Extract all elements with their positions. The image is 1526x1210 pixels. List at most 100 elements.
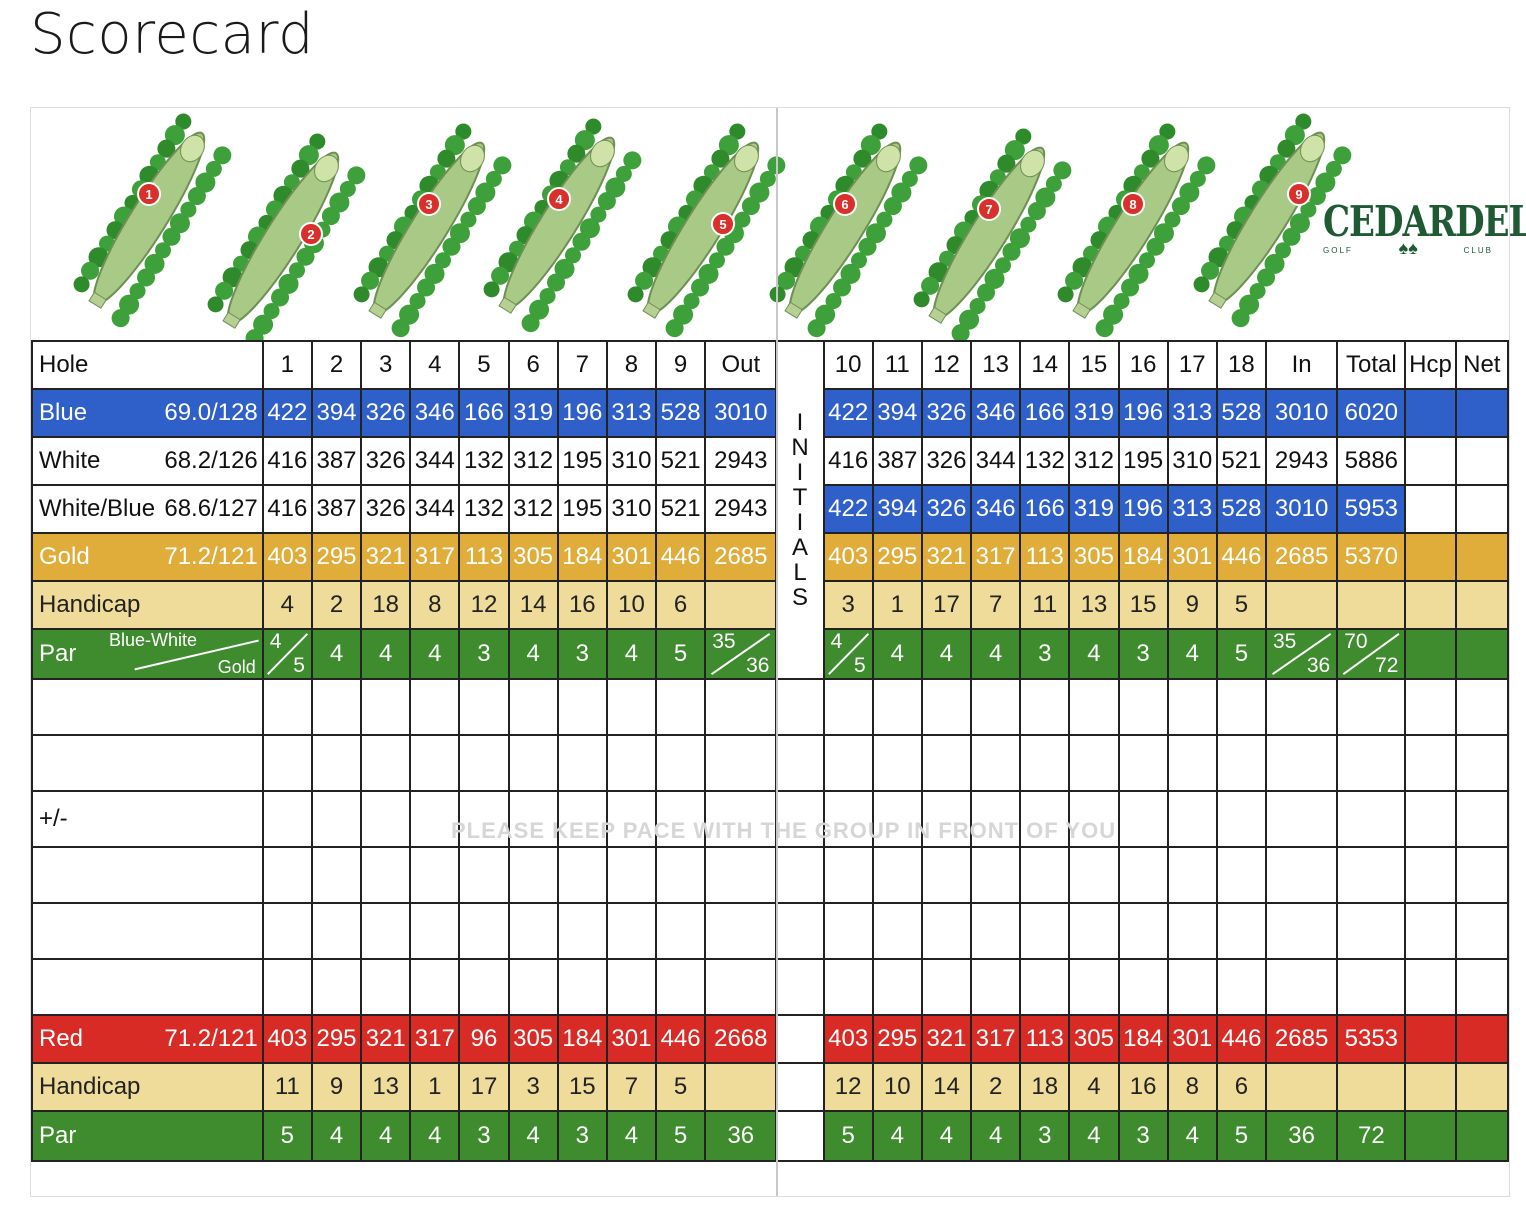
score-cell[interactable]: [871, 790, 923, 848]
score-cell[interactable]: [458, 734, 510, 792]
score-cell[interactable]: [655, 846, 707, 904]
score-cell[interactable]: [1404, 790, 1457, 848]
score-cell[interactable]: [1019, 678, 1071, 736]
score-cell[interactable]: [409, 958, 461, 1016]
score-cell[interactable]: [360, 846, 412, 904]
score-cell[interactable]: [1215, 846, 1267, 904]
score-cell[interactable]: [1019, 790, 1071, 848]
score-cell[interactable]: [655, 734, 707, 792]
score-cell[interactable]: [310, 678, 363, 736]
score-cell[interactable]: [1117, 902, 1169, 960]
score-cell[interactable]: [310, 790, 363, 848]
score-cell[interactable]: [1019, 734, 1071, 792]
initials-cell[interactable]: [775, 790, 825, 848]
score-cell[interactable]: [970, 958, 1022, 1016]
score-cell[interactable]: [261, 734, 313, 792]
score-cell[interactable]: [871, 846, 923, 904]
player-name-cell[interactable]: [31, 902, 264, 960]
score-cell[interactable]: [871, 734, 923, 792]
score-cell[interactable]: [822, 678, 874, 736]
score-cell[interactable]: [605, 678, 658, 736]
score-cell[interactable]: [970, 902, 1022, 960]
score-cell[interactable]: [310, 958, 363, 1016]
score-cell[interactable]: [458, 902, 510, 960]
score-cell[interactable]: [409, 902, 461, 960]
score-cell[interactable]: [655, 790, 707, 848]
score-cell[interactable]: [1019, 846, 1071, 904]
score-cell[interactable]: [1454, 958, 1510, 1016]
score-cell[interactable]: [360, 678, 412, 736]
score-cell[interactable]: [1336, 678, 1407, 736]
score-cell[interactable]: [1166, 734, 1218, 792]
score-cell[interactable]: [920, 790, 973, 848]
score-cell[interactable]: [1454, 734, 1510, 792]
score-cell[interactable]: [822, 790, 874, 848]
score-cell[interactable]: [1454, 846, 1510, 904]
score-cell[interactable]: [704, 734, 778, 792]
score-cell[interactable]: [822, 902, 874, 960]
score-cell[interactable]: [1264, 734, 1339, 792]
score-cell[interactable]: [1117, 678, 1169, 736]
score-cell[interactable]: [261, 678, 313, 736]
player-name-cell[interactable]: [31, 678, 264, 736]
score-cell[interactable]: [970, 734, 1022, 792]
score-cell[interactable]: [1068, 846, 1120, 904]
score-cell[interactable]: [1264, 678, 1339, 736]
score-cell[interactable]: [1166, 678, 1218, 736]
score-cell[interactable]: [1264, 790, 1339, 848]
initials-cell[interactable]: [775, 678, 825, 736]
score-cell[interactable]: [310, 902, 363, 960]
initials-cell[interactable]: [775, 734, 825, 792]
score-cell[interactable]: [261, 902, 313, 960]
score-cell[interactable]: [1215, 678, 1267, 736]
initials-cell[interactable]: [775, 958, 825, 1016]
score-cell[interactable]: [507, 958, 559, 1016]
score-cell[interactable]: [1454, 902, 1510, 960]
score-cell[interactable]: [1336, 790, 1407, 848]
score-cell[interactable]: [871, 958, 923, 1016]
score-cell[interactable]: [1068, 678, 1120, 736]
score-cell[interactable]: [970, 790, 1022, 848]
score-cell[interactable]: [605, 958, 658, 1016]
score-cell[interactable]: [261, 958, 313, 1016]
score-cell[interactable]: [1166, 902, 1218, 960]
score-cell[interactable]: [458, 958, 510, 1016]
score-cell[interactable]: [1404, 734, 1457, 792]
score-cell[interactable]: [556, 958, 608, 1016]
score-cell[interactable]: [409, 734, 461, 792]
score-cell[interactable]: [920, 958, 973, 1016]
score-cell[interactable]: [507, 790, 559, 848]
player-name-cell[interactable]: [31, 958, 264, 1016]
score-cell[interactable]: [507, 678, 559, 736]
score-cell[interactable]: [1215, 958, 1267, 1016]
score-cell[interactable]: [1117, 846, 1169, 904]
score-cell[interactable]: [1117, 734, 1169, 792]
score-cell[interactable]: [1264, 846, 1339, 904]
score-cell[interactable]: [605, 846, 658, 904]
score-cell[interactable]: [1068, 734, 1120, 792]
initials-cell[interactable]: [775, 846, 825, 904]
score-cell[interactable]: [360, 958, 412, 1016]
score-cell[interactable]: [507, 902, 559, 960]
score-cell[interactable]: [458, 846, 510, 904]
score-cell[interactable]: [1068, 958, 1120, 1016]
score-cell[interactable]: [1336, 846, 1407, 904]
score-cell[interactable]: [822, 734, 874, 792]
score-cell[interactable]: [1166, 958, 1218, 1016]
score-cell[interactable]: [605, 902, 658, 960]
score-cell[interactable]: [704, 846, 778, 904]
score-cell[interactable]: [1166, 790, 1218, 848]
score-cell[interactable]: [822, 958, 874, 1016]
score-cell[interactable]: [1068, 790, 1120, 848]
score-cell[interactable]: [704, 678, 778, 736]
score-cell[interactable]: [920, 846, 973, 904]
score-cell[interactable]: [360, 734, 412, 792]
score-cell[interactable]: [1215, 902, 1267, 960]
score-cell[interactable]: [920, 678, 973, 736]
score-cell[interactable]: [1404, 958, 1457, 1016]
player-name-cell[interactable]: [31, 734, 264, 792]
score-cell[interactable]: [704, 902, 778, 960]
score-cell[interactable]: [1068, 902, 1120, 960]
score-cell[interactable]: [704, 958, 778, 1016]
score-cell[interactable]: [1215, 734, 1267, 792]
